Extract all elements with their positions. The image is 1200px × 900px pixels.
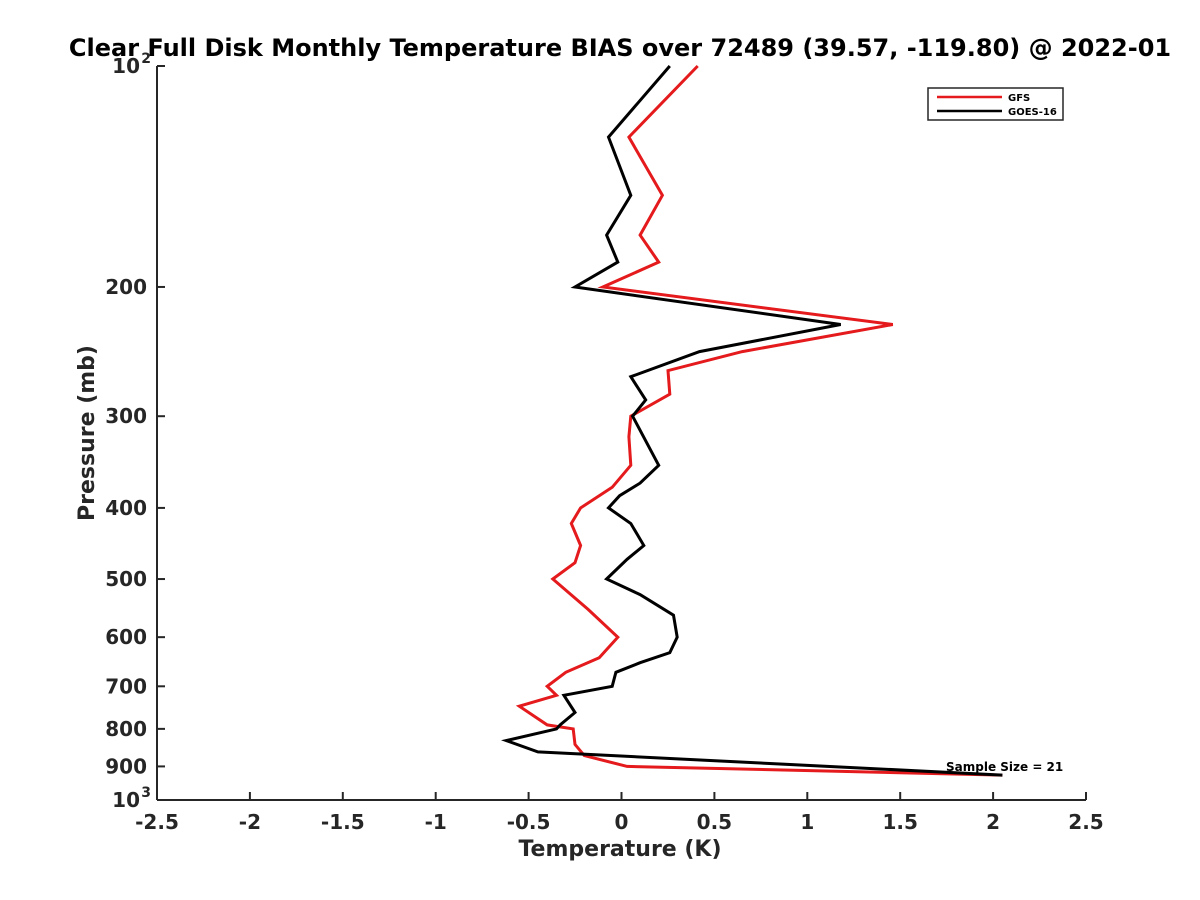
- x-tick-label: 1.5: [882, 810, 917, 834]
- x-ticks: -2.5 -2 -1.5 -1 -0.5 0 0.5 1 1.5 2 2.5: [135, 792, 1104, 834]
- legend-label-gfs: GFS: [1008, 93, 1030, 104]
- y-tick-label: 800: [105, 717, 147, 741]
- y-tick-label: 10: [112, 54, 140, 78]
- x-tick-label: 1: [800, 810, 814, 834]
- x-tick-label: -1.5: [321, 810, 365, 834]
- legend-box: [927, 87, 1064, 121]
- series-layer: [500, 64, 1003, 777]
- x-axis-label: Temperature (K): [518, 837, 721, 862]
- plot-area: [157, 66, 1086, 800]
- y-tick-label: 500: [105, 567, 147, 591]
- series-line-gfs: [515, 64, 1003, 777]
- chart-title: Clear Full Disk Monthly Temperature BIAS…: [69, 34, 1171, 62]
- x-tick-label: -2: [239, 810, 261, 834]
- y-tick-label: 300: [105, 404, 147, 428]
- x-tick-label: 2: [986, 810, 1000, 834]
- legend: GFS GOES-16: [927, 87, 1064, 121]
- y-axis-label: Pressure (mb): [75, 345, 100, 521]
- y-tick-label: 600: [105, 625, 147, 649]
- x-tick-label: -1: [425, 810, 447, 834]
- y-tick-label: 200: [105, 275, 147, 299]
- y-tick-label: 900: [105, 754, 147, 778]
- legend-label-goes16: GOES-16: [1008, 107, 1057, 118]
- x-tick-label: -2.5: [135, 810, 179, 834]
- sample-size-annotation: Sample Size = 21: [946, 760, 1063, 774]
- y-tick-exponent: 3: [141, 785, 151, 801]
- x-tick-label: 0.5: [697, 810, 732, 834]
- y-tick-label: 700: [105, 674, 147, 698]
- y-tick-label: 400: [105, 496, 147, 520]
- x-tick-label: 0: [615, 810, 629, 834]
- x-tick-label: -0.5: [507, 810, 551, 834]
- y-tick-label: 10: [112, 788, 140, 812]
- x-tick-label: 2.5: [1068, 810, 1103, 834]
- series-line-goes16: [500, 65, 1003, 777]
- y-tick-exponent: 2: [141, 51, 151, 67]
